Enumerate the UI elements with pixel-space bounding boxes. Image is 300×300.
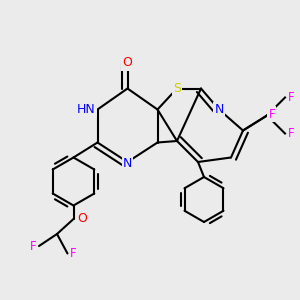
Text: N: N [214,103,224,116]
Text: F: F [288,127,295,140]
Text: F: F [70,247,76,260]
Text: O: O [123,56,132,70]
Text: HN: HN [77,103,96,116]
Text: F: F [288,91,295,104]
Text: F: F [268,107,275,121]
Text: O: O [77,212,87,226]
Text: S: S [173,82,181,95]
Text: N: N [123,157,132,170]
Text: F: F [30,239,37,253]
